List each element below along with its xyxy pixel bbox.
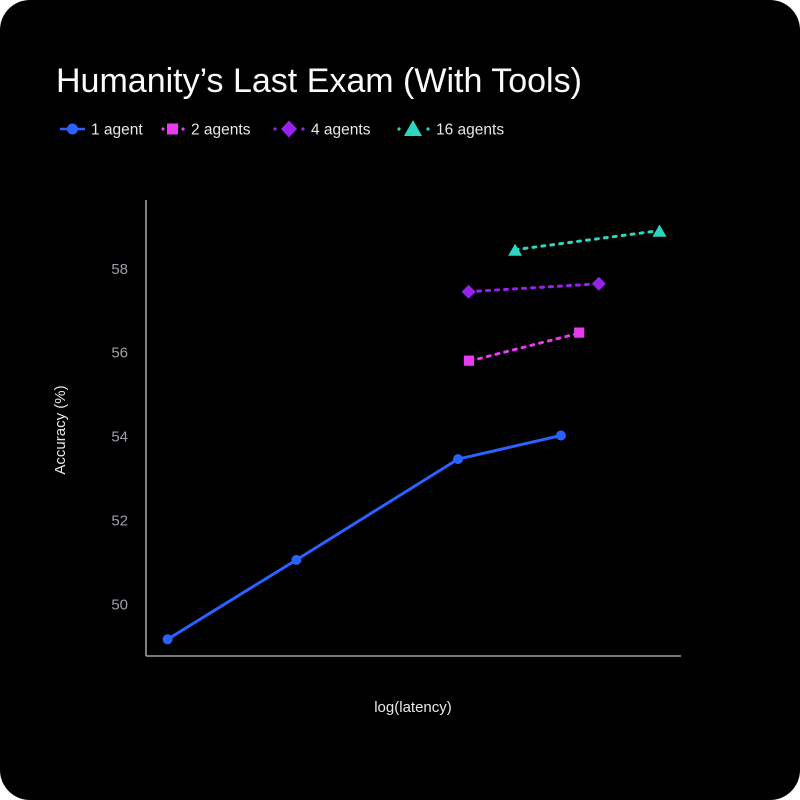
svg-text:52: 52 (111, 513, 128, 530)
svg-text:58: 58 (111, 261, 128, 278)
svg-text:56: 56 (111, 345, 128, 362)
svg-text:50: 50 (111, 596, 128, 613)
svg-text:54: 54 (111, 429, 128, 446)
svg-text:1 agent: 1 agent (91, 122, 143, 139)
svg-text:Accuracy (%): Accuracy (%) (52, 385, 69, 474)
svg-text:16 agents: 16 agents (436, 122, 504, 139)
svg-text:4 agents: 4 agents (311, 122, 371, 139)
svg-text:2 agents: 2 agents (191, 122, 251, 139)
svg-text:log(latency): log(latency) (374, 699, 452, 716)
